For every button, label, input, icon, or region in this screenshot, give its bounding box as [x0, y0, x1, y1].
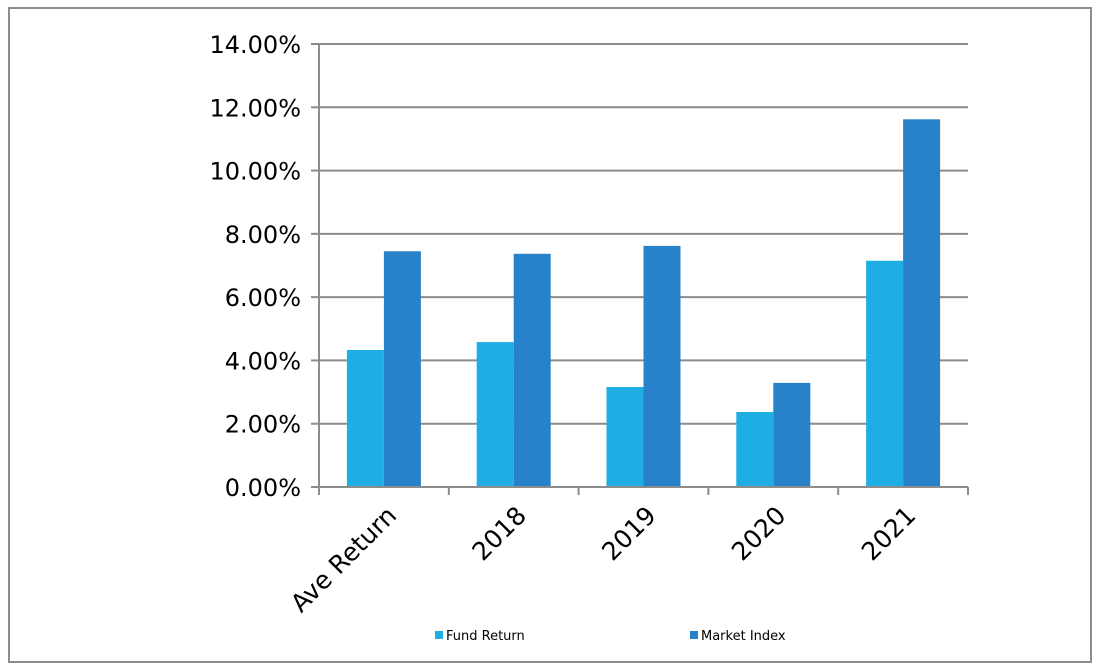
bars [346, 119, 941, 487]
x-category-label: 2021 [856, 501, 921, 566]
bar-fund-return [346, 349, 384, 487]
y-tick-labels: 0.00% 2.00% 4.00% 6.00% 8.00% 10.00% 12.00% 14.… [209, 31, 301, 502]
legend-swatch [690, 631, 698, 639]
legend-label: Market Index [701, 629, 786, 644]
y-tick-label: 14.00% [209, 31, 301, 59]
legend: Fund Return Market Index [435, 629, 786, 644]
chart-frame: 0.00% 2.00% 4.00% 6.00% 8.00% 10.00% 12.00% 14.… [8, 7, 1092, 663]
y-tick-label: 8.00% [225, 221, 301, 249]
bar-market-index [383, 251, 421, 487]
bar-fund-return [476, 342, 514, 487]
y-tick-label: 10.00% [209, 158, 301, 186]
y-tick-label: 0.00% [225, 474, 301, 502]
x-category-label: 2020 [726, 501, 791, 566]
axes [311, 43, 969, 495]
bar-fund-return [866, 260, 904, 487]
bar-market-index [643, 245, 681, 487]
bar-market-index [903, 119, 941, 487]
bar-fund-return [736, 412, 774, 487]
y-tick-label: 2.00% [225, 411, 301, 439]
x-category-labels: Ave Return 2018 2019 2020 2021 [285, 501, 921, 618]
y-tick-label: 4.00% [225, 347, 301, 375]
x-category-label: Ave Return [285, 501, 402, 618]
bar-chart: 0.00% 2.00% 4.00% 6.00% 8.00% 10.00% 12.00% 14.… [209, 31, 969, 644]
bar-market-index [773, 382, 811, 487]
y-tick-label: 12.00% [209, 94, 301, 122]
bar-market-index [513, 253, 551, 487]
x-category-label: 2019 [596, 501, 661, 566]
x-category-label: 2018 [466, 501, 531, 566]
legend-label: Fund Return [446, 629, 525, 644]
bar-fund-return [606, 387, 644, 487]
legend-swatch [435, 631, 443, 639]
y-tick-label: 6.00% [225, 284, 301, 312]
